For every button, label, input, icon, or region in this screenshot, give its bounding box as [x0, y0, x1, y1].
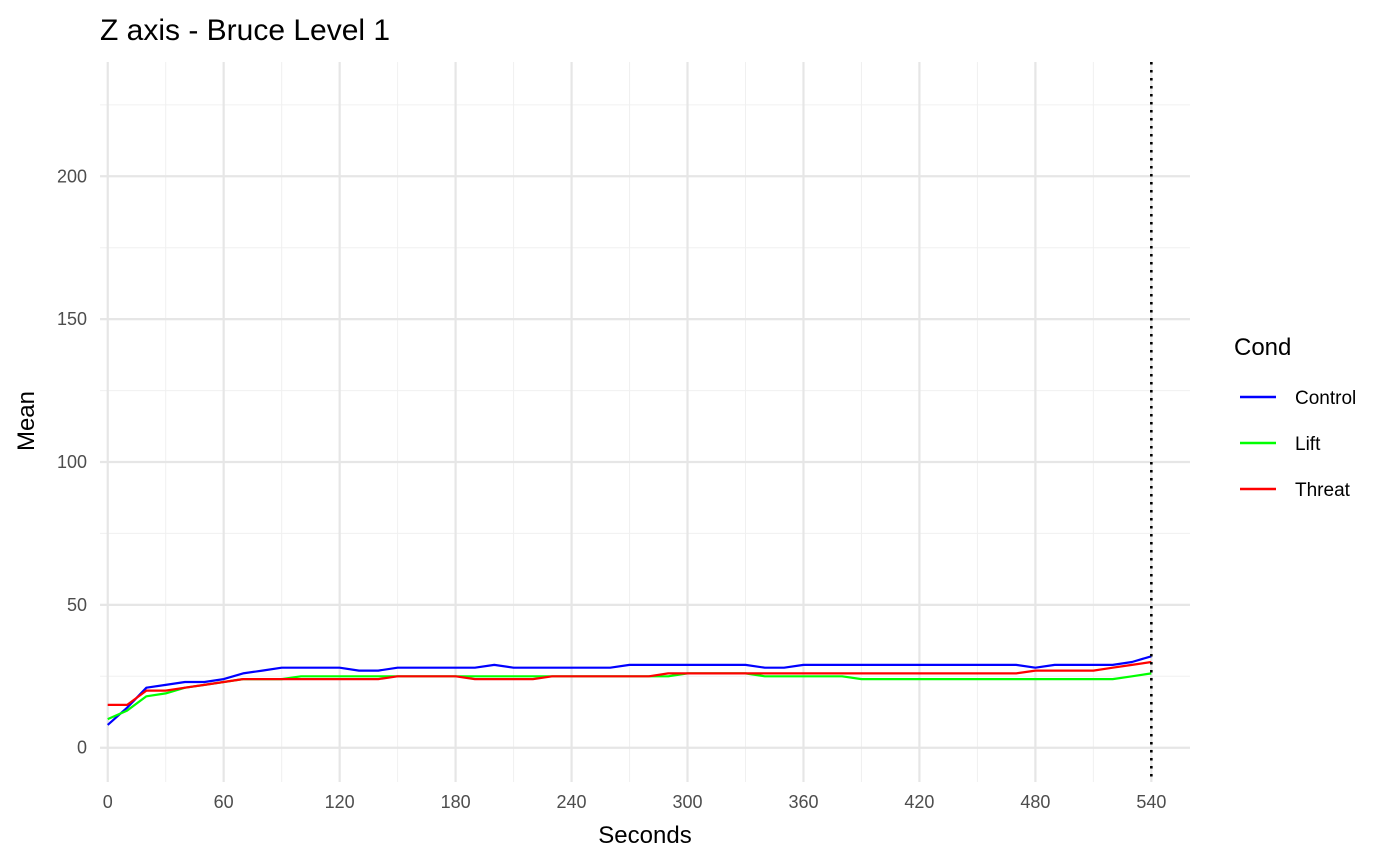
y-tick-label: 150 — [57, 309, 87, 329]
y-axis-title: Mean — [13, 391, 40, 451]
chart-title: Z axis - Bruce Level 1 — [100, 14, 390, 47]
legend-title: Cond — [1234, 334, 1291, 361]
y-tick-label: 0 — [77, 738, 87, 758]
series-lines — [106, 655, 1152, 726]
x-tick-label: 480 — [1020, 792, 1050, 812]
x-tick-label: 180 — [441, 792, 471, 812]
legend-label-lift: Lift — [1295, 434, 1321, 455]
x-tick-label: 240 — [557, 792, 587, 812]
legend-label-threat: Threat — [1295, 480, 1351, 501]
legend-label-control: Control — [1295, 388, 1356, 409]
x-tick-label: 0 — [103, 792, 113, 812]
x-axis-title: Seconds — [598, 822, 691, 849]
x-tick-label: 300 — [672, 792, 702, 812]
x-tick-label: 120 — [325, 792, 355, 812]
grid — [100, 62, 1190, 782]
x-tick-label: 540 — [1136, 792, 1166, 812]
x-tick-label: 360 — [788, 792, 818, 812]
x-tick-label: 60 — [214, 792, 234, 812]
series-line-control — [106, 655, 1152, 726]
y-tick-label: 50 — [67, 595, 87, 615]
series-line-threat — [107, 660, 1152, 707]
y-tick-label: 100 — [57, 452, 87, 472]
axis-ticks: 0 60 120 180 240 300 360 420 480 540 0 50 100 150 200 — [57, 166, 1166, 812]
x-tick-label: 420 — [904, 792, 934, 812]
legend: Cond Control Lift Threat — [1234, 334, 1356, 501]
y-tick-label: 200 — [57, 166, 87, 186]
